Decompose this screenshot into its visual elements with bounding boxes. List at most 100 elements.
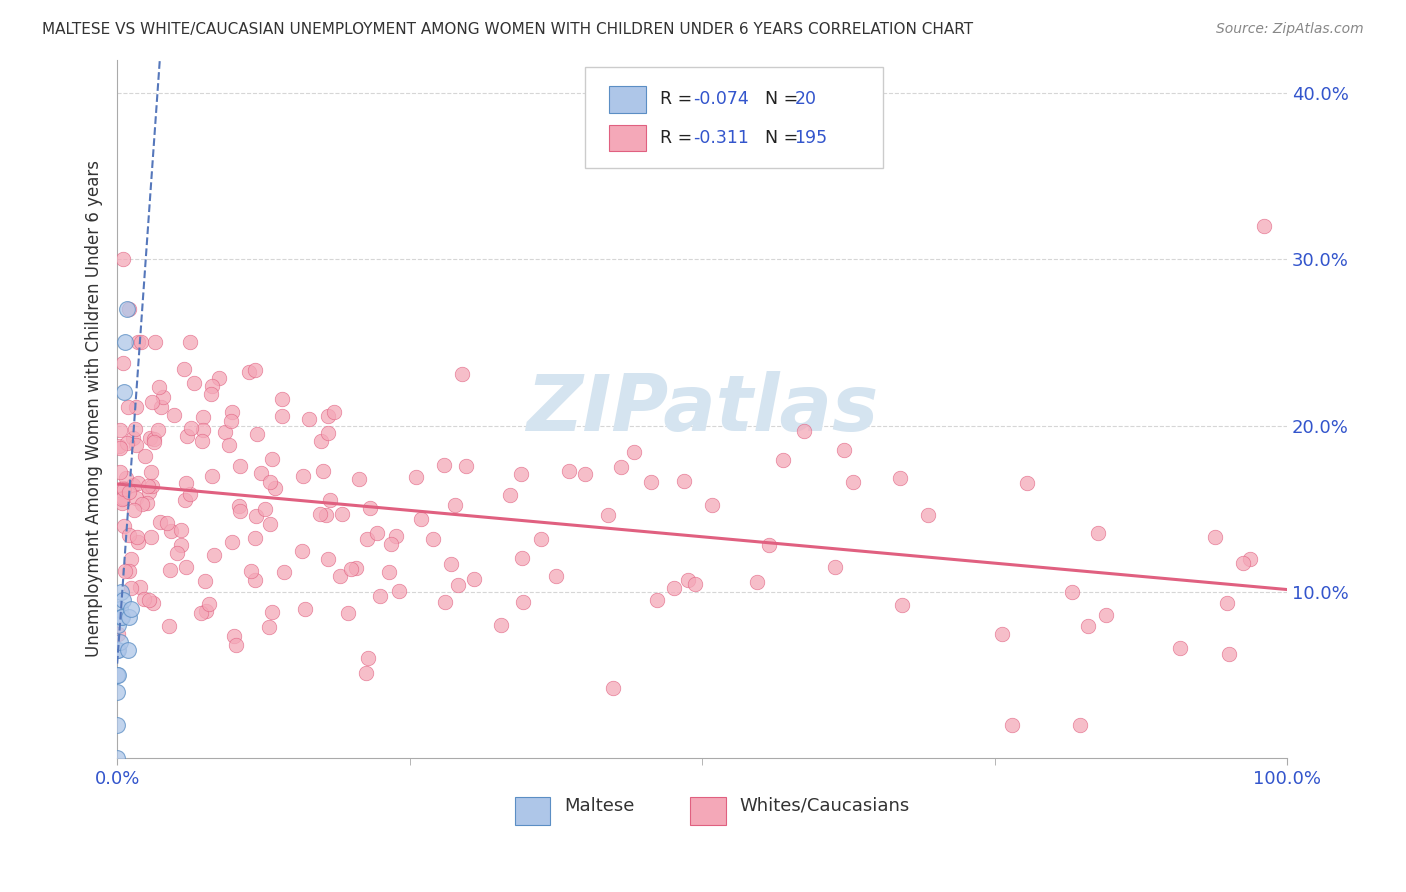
Point — [319, 493, 342, 508]
Point — [683, 577, 706, 591]
Point — [202, 549, 225, 563]
Point — [447, 578, 470, 592]
Point — [1095, 607, 1118, 622]
Point — [273, 565, 295, 579]
Bar — [609, 87, 645, 112]
Point — [125, 401, 148, 415]
Point — [309, 507, 332, 521]
Point — [745, 575, 768, 590]
Point — [107, 627, 129, 641]
Point — [832, 443, 855, 458]
Point — [127, 535, 149, 549]
Point — [388, 584, 411, 599]
Point — [700, 499, 723, 513]
Point — [115, 436, 138, 450]
Point — [105, 668, 128, 682]
Point — [329, 568, 352, 582]
Point — [366, 525, 388, 540]
Point — [108, 634, 131, 648]
Point — [347, 472, 370, 486]
Point — [889, 470, 911, 484]
Point — [179, 335, 201, 350]
Point — [148, 423, 170, 437]
Bar — [609, 125, 645, 151]
Point — [124, 422, 146, 436]
Point — [148, 380, 170, 394]
Point — [316, 409, 339, 424]
Point — [444, 498, 467, 512]
Point — [115, 302, 138, 317]
Point — [291, 544, 314, 558]
Point — [1218, 647, 1240, 661]
Point — [112, 491, 135, 505]
Point — [111, 610, 134, 624]
Point — [141, 596, 163, 610]
Point — [672, 475, 695, 489]
Point — [330, 508, 353, 522]
Text: N =: N = — [765, 128, 799, 147]
Point — [602, 681, 624, 696]
Point — [108, 423, 131, 437]
Point — [105, 718, 128, 732]
Point — [141, 530, 163, 544]
Point — [454, 459, 477, 474]
Point — [141, 394, 163, 409]
Point — [510, 551, 533, 566]
Point — [107, 618, 129, 632]
Point — [368, 590, 391, 604]
Point — [129, 335, 152, 350]
Point — [197, 597, 219, 611]
Point — [218, 438, 240, 452]
Point — [117, 643, 139, 657]
FancyBboxPatch shape — [585, 67, 883, 168]
Point — [156, 516, 179, 530]
Point — [131, 497, 153, 511]
Point — [118, 564, 141, 578]
Point — [118, 302, 141, 317]
Point — [380, 536, 402, 550]
Point — [114, 335, 136, 350]
Point — [344, 560, 367, 574]
Point — [138, 593, 160, 607]
Point — [243, 363, 266, 377]
Point — [433, 458, 456, 473]
Point — [1062, 585, 1084, 599]
Point — [245, 573, 267, 587]
Point — [173, 492, 195, 507]
Point — [112, 252, 135, 267]
Point — [271, 409, 294, 423]
Point — [384, 529, 406, 543]
Point — [260, 605, 283, 619]
Text: N =: N = — [765, 90, 799, 109]
Point — [136, 479, 159, 493]
Text: -0.311: -0.311 — [693, 128, 748, 147]
Point — [176, 475, 198, 490]
Point — [111, 496, 134, 510]
Point — [143, 432, 166, 446]
Text: Whites/Caucasians: Whites/Caucasians — [740, 797, 910, 814]
Point — [143, 434, 166, 449]
Point — [678, 573, 700, 587]
Point — [489, 618, 512, 632]
Point — [409, 512, 432, 526]
Bar — [515, 797, 550, 824]
Point — [170, 538, 193, 552]
Point — [111, 481, 134, 495]
Point — [201, 378, 224, 392]
Point — [152, 390, 174, 404]
Text: Maltese: Maltese — [564, 797, 634, 814]
Point — [354, 665, 377, 680]
Point — [120, 601, 142, 615]
Point — [194, 604, 217, 618]
Point — [110, 491, 132, 506]
Point — [117, 400, 139, 414]
Point — [271, 392, 294, 407]
Point — [221, 535, 243, 549]
Point — [546, 568, 568, 582]
Point — [640, 475, 662, 489]
Point — [200, 386, 222, 401]
Point — [173, 361, 195, 376]
Point — [318, 425, 340, 440]
Point — [183, 376, 205, 391]
Point — [246, 426, 269, 441]
